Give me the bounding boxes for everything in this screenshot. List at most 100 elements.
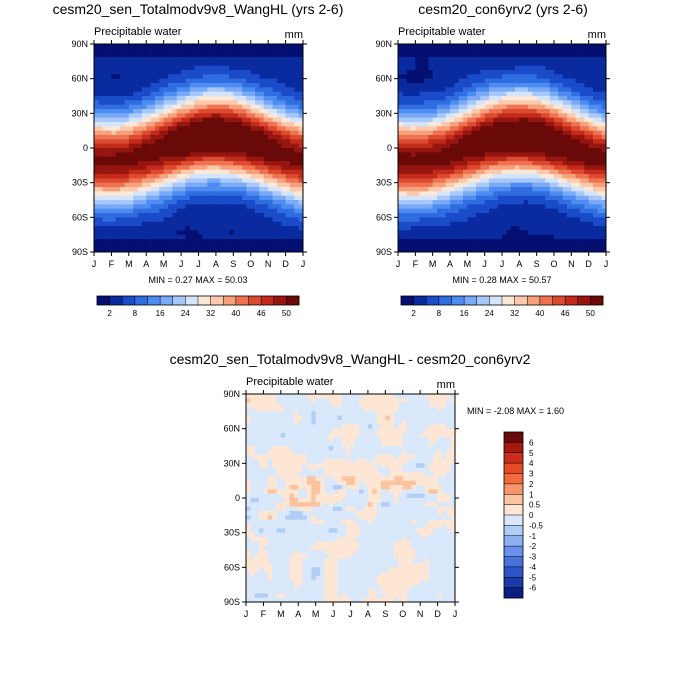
field-cell xyxy=(168,135,173,140)
field-cell xyxy=(298,156,304,162)
field-cell xyxy=(601,148,607,153)
field-cell xyxy=(215,91,221,97)
field-cell xyxy=(111,247,117,253)
field-cell xyxy=(189,126,195,132)
field-cell xyxy=(575,52,581,58)
field-cell xyxy=(519,152,525,158)
field-cell xyxy=(242,234,247,240)
field-cell xyxy=(272,178,278,184)
field-cell xyxy=(402,200,408,205)
field-cell xyxy=(411,113,416,119)
field-cell xyxy=(228,165,234,171)
field-cell xyxy=(523,178,529,184)
field-cell xyxy=(489,117,494,123)
field-cell xyxy=(515,126,520,132)
field-cell xyxy=(588,61,594,67)
field-cell xyxy=(124,74,130,80)
field-cell xyxy=(580,148,585,153)
field-cell xyxy=(554,239,559,244)
field-cell xyxy=(107,178,112,184)
field-cell xyxy=(154,139,160,145)
field-cell xyxy=(480,104,486,110)
field-cell xyxy=(567,169,572,175)
field-cell xyxy=(98,234,104,240)
field-cell xyxy=(454,165,460,171)
field-cell xyxy=(480,243,486,249)
field-cell xyxy=(562,213,568,218)
field-cell xyxy=(480,165,486,171)
field-cell xyxy=(133,152,138,158)
field-cell xyxy=(584,57,590,62)
field-cell xyxy=(250,213,256,218)
field-cell xyxy=(98,165,104,171)
field-cell xyxy=(571,117,577,123)
field-cell xyxy=(154,221,160,227)
field-cell xyxy=(276,221,282,227)
field-cell xyxy=(601,226,607,231)
field-cell xyxy=(115,87,121,93)
y-tick-label: 0 xyxy=(83,143,88,153)
field-cell xyxy=(406,239,412,244)
field-cell xyxy=(510,83,516,88)
field-cell xyxy=(150,169,156,175)
field-cell xyxy=(207,243,212,249)
field-cell xyxy=(176,126,182,132)
field-cell xyxy=(246,394,251,399)
field-cell xyxy=(510,117,516,123)
field-cell xyxy=(281,143,286,149)
field-cell xyxy=(580,217,585,223)
x-tick-label: J xyxy=(196,259,201,269)
field-cell xyxy=(94,44,99,49)
field-cell xyxy=(593,239,598,244)
field-cell xyxy=(246,485,251,490)
field-cell xyxy=(189,169,195,175)
field-cell xyxy=(458,48,464,54)
field-cell xyxy=(120,213,125,218)
field-cell xyxy=(480,91,486,97)
field-cell xyxy=(250,563,256,568)
field-cell xyxy=(454,52,460,58)
field-cell xyxy=(406,44,412,49)
field-cell xyxy=(497,48,503,54)
field-cell xyxy=(246,44,252,49)
field-cell xyxy=(398,91,403,97)
field-cell xyxy=(411,243,416,249)
field-cell xyxy=(432,221,438,227)
colorbar-swatch xyxy=(502,296,515,305)
field-cell xyxy=(588,208,594,214)
field-cell xyxy=(133,174,138,179)
field-cell xyxy=(497,96,503,101)
field-cell xyxy=(215,148,221,153)
field-cell xyxy=(601,243,607,249)
field-cell xyxy=(532,130,538,136)
field-cell xyxy=(593,200,598,205)
field-cell xyxy=(593,100,598,106)
field-cell xyxy=(588,217,594,223)
field-cell xyxy=(163,104,169,110)
field-cell xyxy=(493,122,499,127)
field-cell xyxy=(154,156,160,162)
field-cell xyxy=(441,48,447,54)
field-cell xyxy=(289,117,295,123)
field-cell xyxy=(268,187,273,192)
field-cell xyxy=(597,165,603,171)
field-cell xyxy=(259,472,264,477)
field-cell xyxy=(172,52,178,58)
field-cell xyxy=(415,208,421,214)
field-cell xyxy=(441,143,447,149)
field-cell xyxy=(154,247,160,253)
field-cell xyxy=(272,139,278,145)
field-cell xyxy=(176,74,182,80)
field-cell xyxy=(242,204,247,210)
field-cell xyxy=(176,109,182,114)
field-cell xyxy=(450,148,455,153)
field-cell xyxy=(242,96,247,101)
field-cell xyxy=(515,57,520,62)
field-cell xyxy=(515,117,520,123)
field-cell xyxy=(428,87,434,93)
field-cell xyxy=(237,91,243,97)
field-cell xyxy=(541,169,546,175)
field-cell xyxy=(398,217,403,223)
field-cell xyxy=(575,230,581,236)
field-cell xyxy=(554,243,559,249)
